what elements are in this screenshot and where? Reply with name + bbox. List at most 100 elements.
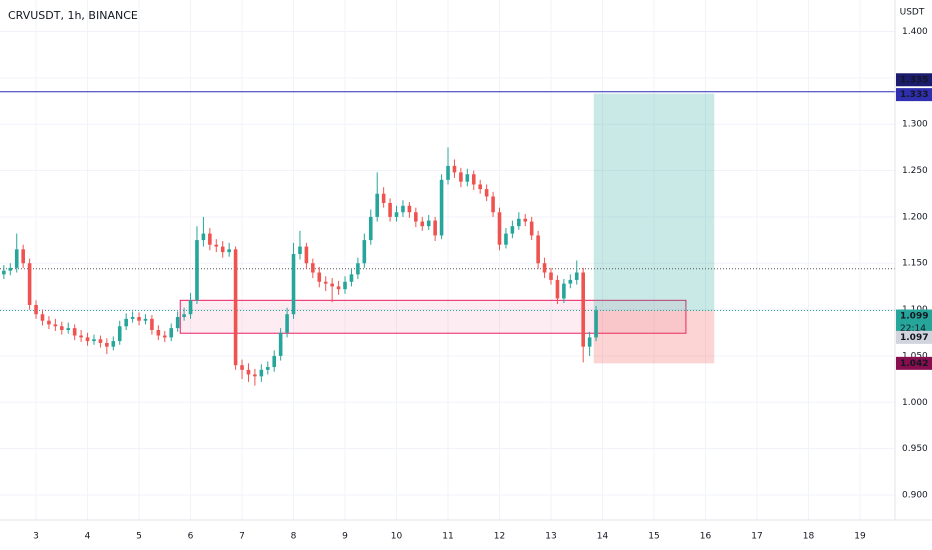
candle-body (162, 335, 167, 338)
candle-body (208, 233, 212, 245)
candle-body (105, 342, 109, 347)
candle-body (253, 374, 257, 377)
candle-body (581, 272, 585, 347)
candle-body (34, 304, 38, 315)
candle-body (433, 220, 437, 236)
candle-body (517, 218, 521, 227)
candle-body (452, 165, 457, 173)
candle-body (117, 326, 122, 342)
candle-body (278, 332, 283, 356)
candle-body (233, 249, 238, 366)
candle-body (343, 281, 347, 290)
candle-body (27, 263, 32, 305)
candle-body (72, 328, 77, 336)
candle-body (130, 317, 135, 319)
candle-body (407, 205, 412, 213)
price-countdown: 22:14 (900, 324, 926, 334)
candle-body (394, 212, 399, 217)
candle-body (143, 318, 148, 321)
candle-body (188, 300, 193, 315)
grid (0, 0, 895, 520)
candle-body (446, 165, 450, 180)
y-tick-label: 1.050 (902, 351, 928, 361)
candle-body (304, 246, 309, 264)
y-tick-label: 1.250 (902, 166, 928, 176)
candle-body (8, 267, 13, 271)
candle-body (272, 355, 277, 368)
candle-body (459, 172, 463, 182)
candle-body (317, 272, 322, 282)
price-label: 1.042 (900, 359, 928, 369)
candle-body (40, 314, 45, 321)
price-label: 1.333 (900, 90, 928, 100)
price-label: 1.099 (900, 312, 928, 322)
x-tick-label: 8 (291, 532, 297, 542)
candle-body (401, 205, 405, 213)
candle-body (137, 317, 141, 321)
candle-body (169, 328, 174, 338)
x-tick-label: 9 (342, 532, 348, 542)
candle-body (150, 318, 154, 330)
candle-body (21, 249, 25, 264)
candle-body (175, 317, 180, 329)
x-tick-label: 17 (751, 532, 762, 542)
candle-body (484, 189, 489, 197)
candle-body (426, 220, 431, 227)
candle-body (201, 233, 206, 241)
candle-body (439, 179, 444, 236)
overlays (0, 91, 932, 364)
x-tick-label: 6 (188, 532, 194, 542)
y-tick-label: 1.150 (902, 259, 928, 269)
x-tick-label: 7 (239, 532, 245, 542)
candle-body (14, 249, 19, 268)
candle-body (214, 244, 219, 247)
candle-body (414, 212, 418, 222)
candle-body (285, 314, 289, 333)
candles (2, 147, 598, 386)
candle-body (349, 274, 354, 282)
candle-body (523, 218, 528, 222)
candle-body (323, 281, 328, 284)
x-tick-label: 10 (391, 532, 403, 542)
x-tick-label: 18 (803, 532, 815, 542)
candle-body (504, 233, 508, 245)
y-tick-label: 1.000 (902, 398, 928, 408)
candle-body (471, 174, 476, 185)
price-label: 1.097 (900, 333, 928, 343)
candle-body (491, 196, 495, 213)
candle-body (265, 367, 270, 370)
candle-body (240, 365, 244, 370)
candle-body (465, 174, 470, 182)
candle-body (375, 193, 380, 217)
candle-body (2, 270, 6, 275)
price-label-box (896, 356, 932, 370)
candle-body (574, 272, 579, 280)
candle-body (568, 279, 573, 284)
candle-body (388, 202, 392, 217)
x-tick-label: 4 (85, 532, 91, 542)
candle-body (587, 337, 592, 347)
y-tick-label: 0.900 (902, 490, 928, 500)
x-tick-label: 16 (700, 532, 712, 542)
candle-body (555, 279, 560, 299)
candle-body (124, 318, 128, 327)
candle-body (368, 216, 373, 241)
position-loss (593, 310, 715, 364)
y-tick-label: 1.400 (902, 27, 928, 37)
candle-body (562, 283, 566, 299)
y-tick-label: 1.200 (902, 212, 928, 222)
candle-body (79, 335, 83, 338)
candle-body (182, 314, 186, 318)
candle-body (59, 326, 64, 330)
candle-body (356, 263, 360, 275)
candle-body (195, 240, 199, 301)
candle-body (311, 263, 315, 273)
zone (179, 299, 687, 334)
price-label-box (896, 88, 932, 102)
candle-body (336, 286, 341, 290)
x-tick-label: 13 (545, 532, 556, 542)
candle-body (156, 329, 161, 336)
